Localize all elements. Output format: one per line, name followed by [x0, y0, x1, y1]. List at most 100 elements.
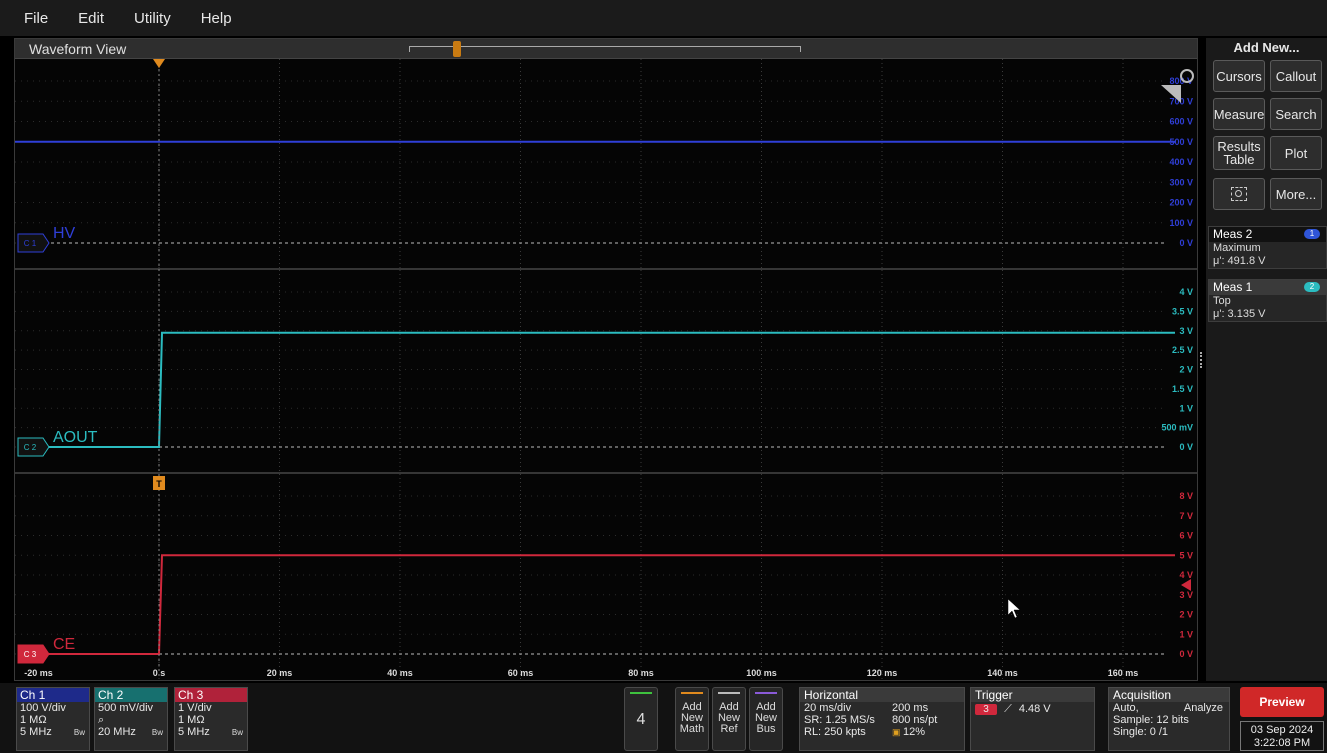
meas-type: Top [1209, 295, 1326, 308]
position-percent-value: 12% [903, 726, 926, 738]
ch-bandwidth-row: 5 MHz Bw [175, 727, 247, 738]
meas-header: Meas 2 1 [1209, 227, 1326, 242]
ch-bandwidth: 5 MHz [20, 726, 52, 738]
channel-handle [17, 233, 50, 253]
channel-label: AOUT [53, 429, 98, 446]
cursors-button[interactable]: Cursors [1213, 60, 1265, 92]
ch-scale: 500 mV/div [98, 702, 154, 714]
ch-scale: 1 V/div [178, 702, 212, 714]
math-color-line [681, 692, 703, 694]
menu-utility[interactable]: Utility [134, 9, 171, 27]
y-tick-label: 500 V [1169, 137, 1193, 147]
record-view-bar[interactable] [409, 46, 801, 52]
x-tick-label: 60 ms [508, 668, 534, 678]
ch-impedance: 1 MΩ [178, 714, 205, 726]
y-tick-label: 3 V [1179, 590, 1193, 600]
results-table-button[interactable]: Results Table [1213, 136, 1265, 170]
ch2-badge[interactable]: Ch 2 500 mV/div ⌕ 20 MHz Bw [94, 687, 168, 751]
bus-label: Bus [756, 723, 776, 735]
y-tick-label: 600 V [1169, 117, 1193, 127]
ch-bandwidth: 20 MHz [98, 726, 136, 738]
y-tick-label: 4 V [1179, 570, 1193, 580]
measurement-badge-meas1[interactable]: Meas 1 2 Top μ': 3.135 V [1208, 279, 1327, 322]
channel-handle-label: C 1 [24, 239, 37, 248]
y-tick-label: 0 V [1179, 442, 1193, 452]
ce-trace [45, 554, 1175, 655]
add-new-ref-button[interactable]: Add New Ref [712, 687, 746, 751]
rising-edge-icon: ⟋ [1004, 703, 1012, 715]
search-button[interactable]: Search [1270, 98, 1322, 130]
y-tick-label: 5 V [1179, 550, 1193, 560]
y-tick-label: 2.5 V [1172, 345, 1193, 355]
record-length: RL: 250 kpts [804, 726, 866, 738]
measure-button[interactable]: Measure [1213, 98, 1265, 130]
meas-name: Meas 1 [1213, 280, 1253, 294]
y-tick-label: 8 V [1179, 491, 1193, 501]
panel-resize-handle[interactable] [1200, 352, 1203, 368]
x-tick-label: -20 ms [24, 668, 53, 678]
acquisition-mode: Auto, [1113, 702, 1139, 714]
mouse-pointer-icon [1007, 598, 1021, 619]
add-new-bus-button[interactable]: Add New Bus [749, 687, 783, 751]
add-label: Add [682, 701, 702, 713]
y-tick-label: 2 V [1179, 610, 1193, 620]
ch1-badge[interactable]: Ch 1 100 V/div 1 MΩ 5 MHz Bw [16, 687, 90, 751]
menu-file[interactable]: File [24, 9, 49, 27]
meas-number-badge: 1 [1304, 229, 1320, 239]
x-tick-label: 100 ms [746, 668, 777, 678]
channel-label: HV [53, 225, 76, 242]
waveform-view-panel[interactable]: Waveform View 800 V 700 V 600 V 500 V 400 V 3… [14, 38, 1198, 681]
record-trigger-marker [453, 41, 461, 57]
ch-name: Ch 3 [175, 688, 247, 702]
position-percent: ▣ 12% [892, 726, 925, 738]
x-tick-label: 0 s [153, 668, 166, 678]
zoom-box-button[interactable] [1213, 178, 1265, 210]
y-tick-label: 6 V [1179, 531, 1193, 541]
y-tick-label: 400 V [1169, 157, 1193, 167]
trigger-level: 4.48 V [1018, 703, 1051, 715]
trigger-level-arrow [1181, 579, 1191, 591]
plot-button[interactable]: Plot [1270, 136, 1322, 170]
menu-edit[interactable]: Edit [78, 9, 105, 27]
meas-value: μ': 3.135 V [1209, 308, 1326, 321]
x-tick-label: 20 ms [267, 668, 293, 678]
time-per-point: 800 ns/pt [892, 714, 938, 726]
y-tick-label: 0 V [1179, 238, 1193, 248]
x-tick-label: 40 ms [387, 668, 413, 678]
channel-4-button[interactable]: 4 [624, 687, 658, 751]
meas-name: Meas 2 [1213, 227, 1253, 241]
waveform-view-titlebar: Waveform View [15, 39, 1197, 59]
date-text: 03 Sep 2024 [1250, 724, 1314, 736]
y-tick-label: 700 V [1169, 96, 1193, 106]
y-tick-label: 1.5 V [1172, 384, 1193, 394]
trigger-badge[interactable]: Trigger 3 ⟋ 4.48 V [970, 687, 1095, 751]
ref-label: Ref [720, 723, 738, 735]
y-tick-label: 1 V [1179, 629, 1193, 639]
trigger-marker-box [153, 476, 165, 490]
trigger-row: 3 ⟋ 4.48 V [971, 703, 1094, 715]
y-tick-label: 500 mV [1161, 423, 1193, 433]
zoom-box-icon [1231, 187, 1247, 201]
measurement-badge-meas2[interactable]: Meas 2 1 Maximum μ': 491.8 V [1208, 226, 1327, 269]
channel-handle-label: C 3 [24, 650, 37, 659]
waveform-plot[interactable]: 800 V 700 V 600 V 500 V 400 V 300 V 200 V 100 V… [15, 59, 1197, 680]
settings-bar: Ch 1 100 V/div 1 MΩ 5 MHz Bw Ch 2 500 mV/… [0, 683, 1327, 753]
more-button[interactable]: More... [1270, 178, 1322, 210]
add-new-title: Add New... [1233, 40, 1300, 55]
waveform-view-title: Waveform View [29, 41, 127, 57]
preview-button[interactable]: Preview [1240, 687, 1324, 717]
channel-4-label: 4 [636, 711, 646, 728]
horizontal-badge[interactable]: Horizontal 20 ms/div 200 ms SR: 1.25 MS/s… [799, 687, 965, 751]
acquisition-badge[interactable]: Acquisition Auto, Analyze Sample: 12 bits… [1108, 687, 1230, 751]
callout-button[interactable]: Callout [1270, 60, 1322, 92]
add-new-math-button[interactable]: Add New Math [675, 687, 709, 751]
horizontal-row-2: SR: 1.25 MS/s 800 ns/pt [800, 714, 964, 726]
ch-bandwidth-row: 20 MHz Bw [95, 727, 167, 738]
meas-header: Meas 1 2 [1209, 280, 1326, 295]
time-text: 3:22:08 PM [1253, 737, 1311, 749]
ch3-badge[interactable]: Ch 3 1 V/div 1 MΩ 5 MHz Bw [174, 687, 248, 751]
menu-help[interactable]: Help [200, 9, 232, 27]
x-tick-label: 160 ms [1108, 668, 1139, 678]
zoom-corner-icon [1161, 85, 1181, 103]
ch-bandwidth-row: 5 MHz Bw [17, 727, 89, 738]
